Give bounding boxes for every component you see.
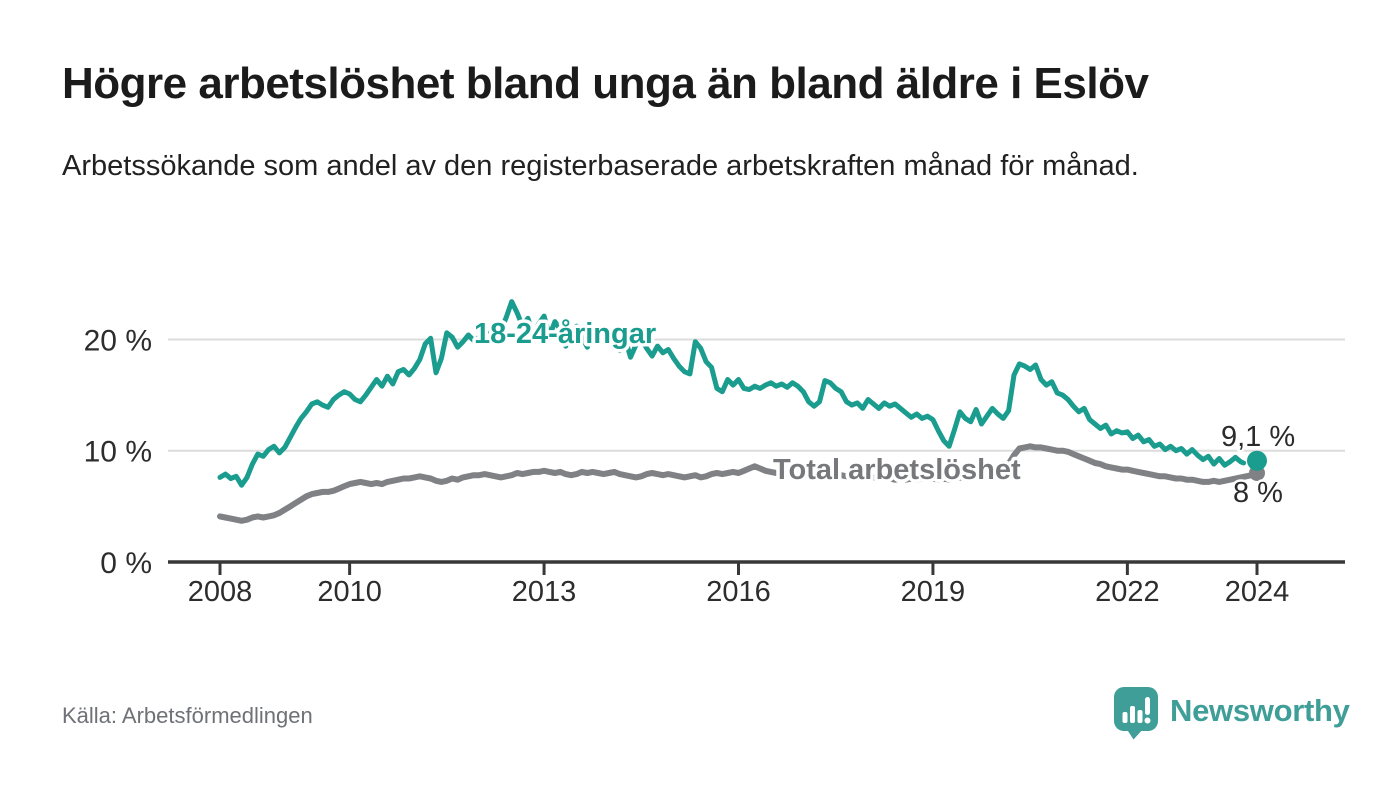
- newsworthy-wordmark: Newsworthy: [1170, 693, 1350, 728]
- y-axis-tick-label: 0 %: [100, 547, 152, 580]
- newsworthy-logo-icon: [1113, 686, 1159, 745]
- page-title: Högre arbetslöshet bland unga än bland ä…: [62, 59, 1149, 108]
- x-axis-tick-label: 2008: [188, 576, 253, 608]
- chart-subtitle: Arbetssökande som andel av den registerb…: [62, 150, 1139, 182]
- x-axis-tick-label: 2022: [1095, 576, 1160, 608]
- series-label-total: Total arbetslöshet: [773, 454, 1021, 486]
- x-axis-tick-label: 2016: [706, 576, 771, 608]
- x-axis-tick-label: 2019: [901, 576, 966, 608]
- y-axis-tick-label: 20 %: [84, 324, 152, 357]
- x-axis-tick-label: 2010: [317, 576, 382, 608]
- newsworthy-logo: Newsworthy: [1113, 686, 1350, 745]
- plot-area: 0 % 10 % 20 % 2008 2010 2013 2016 2019 2022 2024: [84, 299, 1345, 608]
- x-axis-tick-label: 2013: [512, 576, 577, 608]
- end-label-young: 9,1 %: [1221, 421, 1295, 453]
- source-note: Källa: Arbetsförmedlingen: [62, 703, 313, 728]
- end-label-total: 8 %: [1233, 477, 1283, 509]
- y-axis-tick-label: 10 %: [84, 436, 152, 469]
- x-axis-tick-label: 2024: [1225, 576, 1290, 608]
- end-dot-young: [1247, 450, 1267, 471]
- series-line-young: [217, 299, 1238, 488]
- series-label-young: 18-24-åringar: [474, 318, 656, 350]
- series-line-total: [217, 443, 1260, 524]
